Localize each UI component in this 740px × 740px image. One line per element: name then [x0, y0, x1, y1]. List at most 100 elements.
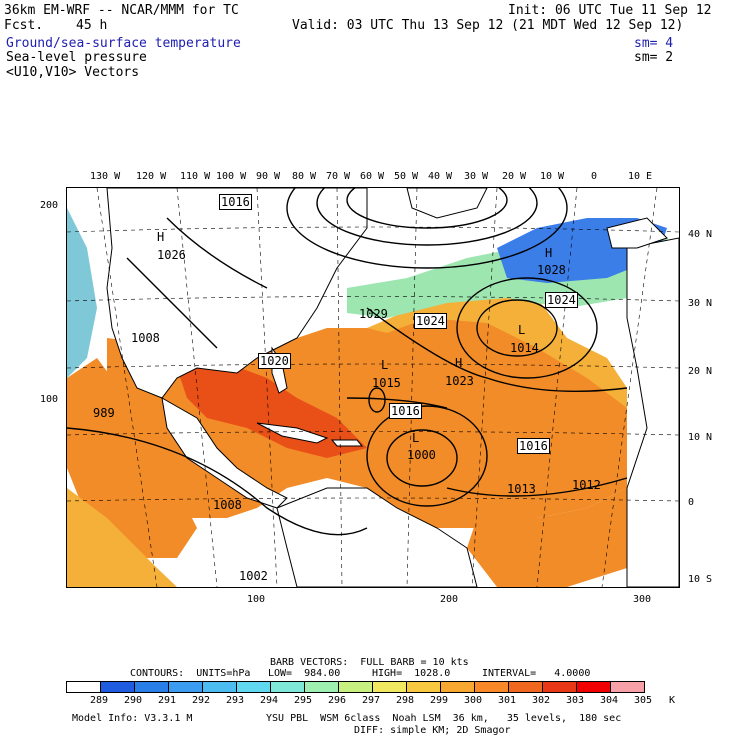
color-bar-unit: K	[668, 695, 676, 706]
pressure-center-label: L	[381, 358, 389, 372]
pressure-label: 1024	[545, 292, 578, 308]
color-bar-swatch	[440, 681, 475, 693]
color-bar-swatch	[202, 681, 237, 693]
bottom-tick-label: 300	[633, 594, 652, 605]
color-bar-swatch	[610, 681, 645, 693]
top-tick-label: 20 W	[502, 171, 527, 182]
color-bar-label: 305	[633, 695, 653, 706]
pressure-label: 1014	[510, 341, 539, 355]
color-bar-swatch	[100, 681, 135, 693]
top-tick-label: 70 W	[326, 171, 351, 182]
color-bar-label: 294	[259, 695, 279, 706]
sst-pacific	[67, 208, 97, 378]
physics-info: YSU PBL WSM 6class Noah LSM 36 km, 35 le…	[266, 713, 622, 724]
field-slp-label: Sea-level pressure	[6, 50, 147, 65]
field-slp-smoothing: sm= 2	[634, 50, 674, 65]
contours-units: CONTOURS: UNITS=hPa	[130, 668, 251, 679]
bottom-tick-label: 100	[247, 594, 266, 605]
pressure-center-label: L	[518, 323, 526, 337]
right-tick-label: 0	[688, 497, 695, 508]
color-bar-label: 291	[157, 695, 177, 706]
central-america	[161, 397, 288, 509]
color-bar-label: 295	[293, 695, 313, 706]
color-bar-swatch	[542, 681, 577, 693]
top-tick-label: 110 W	[180, 171, 211, 182]
bottom-tick-label: 200	[440, 594, 459, 605]
pressure-label: 1016	[517, 438, 550, 454]
sst-hot-region	[177, 363, 367, 458]
right-tick-label: 30 N	[688, 298, 713, 309]
color-bar-label: 297	[361, 695, 381, 706]
color-bar-label: 296	[327, 695, 347, 706]
color-bar-label: 299	[429, 695, 449, 706]
color-bar-swatch	[66, 681, 101, 693]
pressure-label: 989	[93, 406, 115, 420]
pressure-label: 1023	[445, 374, 474, 388]
forecast-label: Fcst.	[4, 18, 44, 33]
color-bar-swatch	[474, 681, 509, 693]
pressure-label: 1015	[372, 376, 401, 390]
sst-south-atlantic	[467, 488, 647, 587]
weather-map: 1016 H 1026 1008 1029 1024 H 1028 1024 L…	[66, 187, 680, 588]
top-tick-label: 130 W	[90, 171, 121, 182]
contours-low: LOW= 984.00	[268, 668, 341, 679]
pressure-label: 1016	[389, 403, 422, 419]
top-tick-label: 0	[591, 171, 598, 182]
valid-time: Valid: 03 UTC Thu 13 Sep 12 (21 MDT Wed …	[292, 18, 684, 33]
top-tick-label: 10 W	[540, 171, 565, 182]
color-bar-swatch	[508, 681, 543, 693]
left-tick-label: 100	[40, 394, 59, 405]
map-canvas	[67, 188, 679, 587]
field-wind-label: <U10,V10> Vectors	[6, 65, 140, 80]
pressure-label: 1016	[219, 194, 252, 210]
color-bar-swatch	[236, 681, 271, 693]
hispaniola	[330, 439, 364, 447]
color-bar-label: 302	[531, 695, 551, 706]
color-bar-swatch	[372, 681, 407, 693]
init-time: Init: 06 UTC Tue 11 Sep 12	[508, 3, 712, 18]
color-bar-label: 301	[497, 695, 517, 706]
color-bar-swatch	[270, 681, 305, 693]
color-bar-label: 300	[463, 695, 483, 706]
land-masses	[106, 188, 679, 587]
color-bar-swatch	[576, 681, 611, 693]
color-bar-label: 292	[191, 695, 211, 706]
right-tick-label: 10 N	[688, 432, 713, 443]
color-bar-swatch	[168, 681, 203, 693]
color-bar-swatch	[304, 681, 339, 693]
color-bar-label: 293	[225, 695, 245, 706]
pressure-label: 1008	[213, 498, 242, 512]
pressure-label: 1028	[537, 263, 566, 277]
color-bar-label: 303	[565, 695, 585, 706]
greenland-tip	[406, 188, 488, 219]
color-bar-swatch	[338, 681, 373, 693]
top-tick-label: 100 W	[216, 171, 247, 182]
top-tick-label: 80 W	[292, 171, 317, 182]
model-info: Model Info: V3.3.1 M	[72, 713, 193, 724]
top-tick-label: 120 W	[136, 171, 167, 182]
top-tick-label: 50 W	[394, 171, 419, 182]
pressure-label: 1020	[258, 353, 291, 369]
contours-high: HIGH= 1028.0	[372, 668, 451, 679]
africa	[626, 237, 679, 587]
color-bar-label: 304	[599, 695, 619, 706]
color-bar-label: 298	[395, 695, 415, 706]
contours-interval: INTERVAL= 4.0000	[482, 668, 591, 679]
north-america	[106, 188, 368, 399]
top-tick-label: 40 W	[428, 171, 453, 182]
color-bar-label: 289	[89, 695, 109, 706]
pressure-label: 1013	[507, 482, 536, 496]
pressure-center-label: H	[157, 230, 165, 244]
field-sst-smoothing: sm= 4	[634, 36, 674, 51]
barb-vectors-note: BARB VECTORS: FULL BARB = 10 kts	[270, 657, 469, 668]
top-tick-label: 30 W	[464, 171, 489, 182]
model-title: 36km EM-WRF -- NCAR/MMM for TC	[4, 3, 239, 18]
pressure-label: 1008	[131, 331, 160, 345]
pressure-center-label: H	[455, 356, 463, 370]
isobars	[67, 188, 628, 536]
color-bar-label: 290	[123, 695, 143, 706]
field-sst-label: Ground/sea-surface temperature	[6, 36, 241, 51]
top-tick-label: 10 E	[628, 171, 653, 182]
top-tick-label: 60 W	[360, 171, 385, 182]
sst-mexico-coast	[67, 358, 197, 558]
